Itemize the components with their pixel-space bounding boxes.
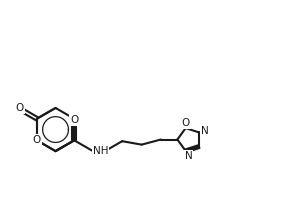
Text: O: O	[70, 115, 78, 125]
Text: N: N	[185, 151, 193, 161]
Text: NH: NH	[93, 146, 108, 156]
Text: O: O	[16, 103, 24, 113]
Text: N: N	[201, 126, 209, 136]
Text: O: O	[182, 118, 190, 128]
Text: O: O	[33, 135, 41, 145]
